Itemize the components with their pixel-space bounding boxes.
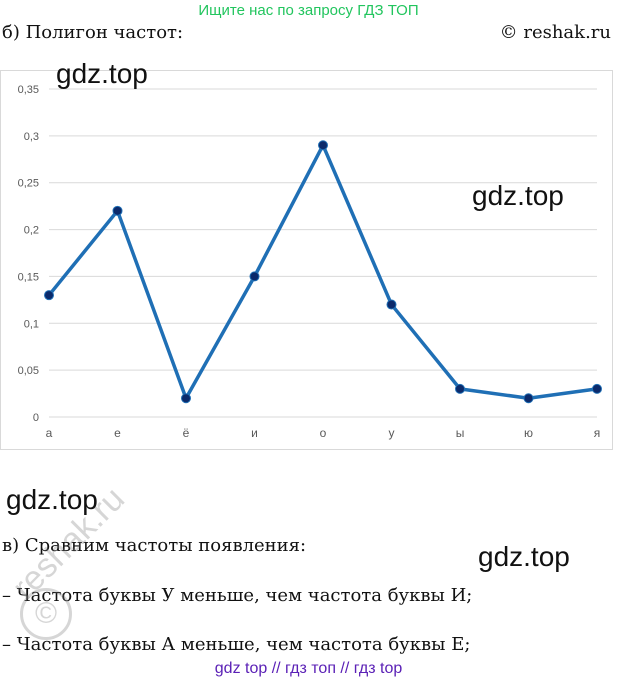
chart-svg: 0 0,05 0,1 0,15 0,2 0,25 0,3 0,35 а е ё и о у ы ю я [18, 84, 602, 440]
x-tick-label: ю [524, 426, 533, 440]
watermark-top-left: gdz.top [56, 58, 148, 89]
frequency-polygon-chart: 0 0,05 0,1 0,15 0,2 0,25 0,3 0,35 а е ё и о у ы ю я [0, 70, 613, 450]
data-points [44, 140, 602, 404]
data-point [592, 383, 602, 394]
x-tick-label: у [389, 426, 395, 440]
data-point [318, 140, 328, 151]
y-tick-label: 0,15 [18, 271, 39, 283]
data-point [386, 299, 397, 310]
data-point [44, 290, 54, 301]
data-point [112, 205, 123, 216]
x-tick-label: ы [456, 426, 465, 440]
data-point [181, 393, 191, 404]
x-tick-label: ё [183, 426, 190, 440]
copyright-text: © reshak.ru [499, 22, 611, 43]
x-tick-label: а [46, 426, 53, 440]
watermark-right: gdz.top [472, 180, 564, 211]
y-tick-label: 0,35 [18, 84, 39, 96]
y-tick-labels: 0 0,05 0,1 0,15 0,2 0,25 0,3 0,35 [18, 84, 39, 424]
stamp-copyright-icon: © [20, 588, 72, 640]
comparison-line-1: – Частота буквы У меньше, чем частота бу… [2, 585, 473, 606]
footer-links: gdz top // гдз топ // гдз top [214, 660, 403, 677]
y-tick-label: 0 [33, 412, 39, 424]
comparison-line-2: – Частота буквы А меньше, чем частота бу… [2, 634, 471, 655]
promo-banner: Ищите нас по запросу ГДЗ ТОП [198, 2, 419, 19]
x-tick-label: е [114, 426, 121, 440]
section-v-title: в) Сравним частоты появления: [2, 535, 307, 556]
y-tick-label: 0,1 [24, 318, 39, 330]
watermark-middle-right: gdz.top [478, 541, 570, 572]
x-tick-label: и [251, 426, 258, 440]
data-point [523, 393, 534, 404]
data-point [249, 271, 260, 282]
x-tick-label: я [594, 426, 601, 440]
x-tick-label: о [320, 426, 327, 440]
y-tick-label: 0,3 [24, 131, 39, 143]
data-point [455, 383, 465, 394]
y-tick-label: 0,05 [18, 365, 39, 377]
section-b-title: б) Полигон частот: [2, 22, 184, 43]
watermark-middle-left: gdz.top [6, 484, 98, 515]
y-tick-label: 0,25 [18, 178, 39, 190]
y-tick-label: 0,2 [24, 225, 39, 237]
